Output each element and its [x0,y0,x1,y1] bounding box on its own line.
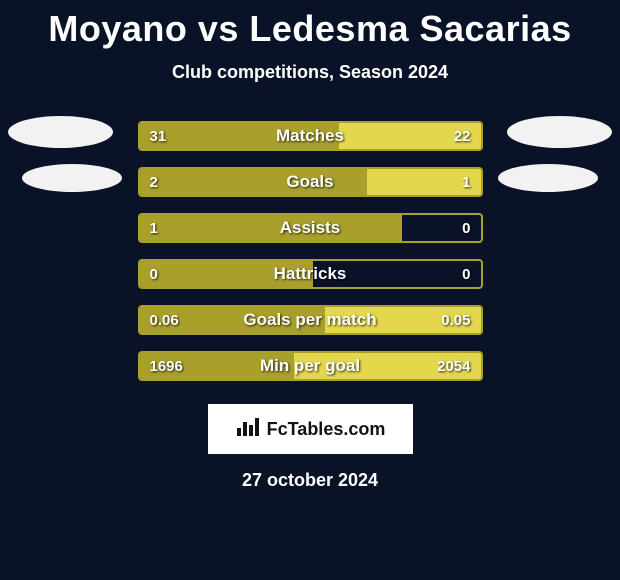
stat-row: 0.060.05Goals per match [0,297,620,343]
stat-bar-right-fill [339,123,481,149]
stat-bar: 0.060.05Goals per match [138,305,483,335]
stat-bar-left-fill [140,261,314,287]
stat-bar-left-fill [140,307,326,333]
stat-bar: 00Hattricks [138,259,483,289]
stat-row: 10Assists [0,205,620,251]
stat-bar: 16962054Min per goal [138,351,483,381]
player-right-silhouette [507,116,612,148]
stat-bar: 3122Matches [138,121,483,151]
logo-box: FcTables.com [208,404,413,454]
stat-value-right: 0 [462,261,470,287]
player-right-silhouette [498,164,598,192]
stat-bar-left-fill [140,353,294,379]
stat-row: 00Hattricks [0,251,620,297]
stat-bar: 21Goals [138,167,483,197]
stat-bar-right-fill [325,307,480,333]
stat-bar: 10Assists [138,213,483,243]
stat-bar-left-fill [140,215,403,241]
logo-text: FcTables.com [267,419,386,440]
stat-row: 3122Matches [0,113,620,159]
comparison-chart: 3122Matches 21Goals 10Assists 00Hattricks 0.… [0,113,620,389]
stat-bar-left-fill [140,123,339,149]
page-subtitle: Club competitions, Season 2024 [0,62,620,83]
stat-row: 21Goals [0,159,620,205]
stat-bar-right-fill [367,169,481,195]
stat-row: 16962054Min per goal [0,343,620,389]
stat-bar-left-fill [140,169,367,195]
stat-value-right: 0 [462,215,470,241]
page-title: Moyano vs Ledesma Sacarias [0,0,620,50]
logo: FcTables.com [235,416,386,443]
bar-chart-icon [235,416,261,443]
footer-date: 27 october 2024 [0,470,620,491]
stat-bar-right-fill [294,353,481,379]
player-left-silhouette [8,116,113,148]
player-left-silhouette [22,164,122,192]
